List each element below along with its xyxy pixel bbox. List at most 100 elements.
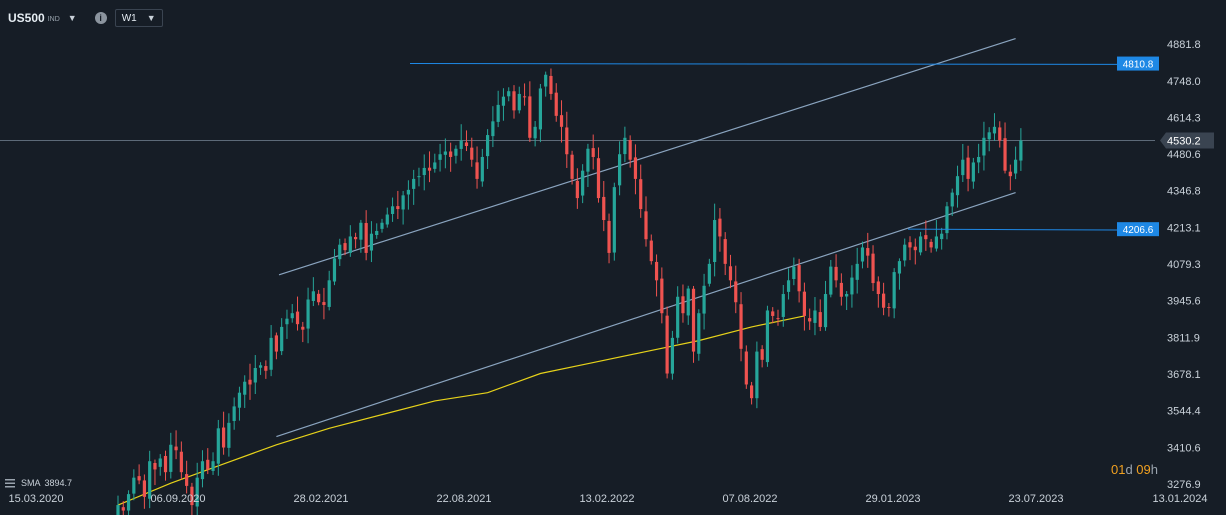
candle[interactable] — [364, 210, 368, 261]
candle[interactable] — [802, 282, 806, 331]
candle[interactable] — [237, 386, 242, 421]
candle[interactable] — [253, 355, 257, 395]
candle[interactable] — [517, 86, 521, 114]
candle[interactable] — [913, 238, 917, 265]
candle[interactable] — [813, 297, 817, 336]
candle[interactable] — [897, 258, 902, 290]
candle[interactable] — [406, 180, 410, 210]
candle[interactable] — [554, 83, 558, 122]
candle[interactable] — [618, 141, 622, 196]
candle[interactable] — [359, 219, 363, 253]
candle[interactable] — [871, 245, 875, 292]
info-icon[interactable]: i — [94, 12, 107, 24]
candle[interactable] — [971, 157, 975, 189]
candle[interactable] — [982, 121, 986, 171]
candle[interactable] — [776, 309, 780, 326]
candle[interactable] — [200, 450, 205, 488]
symbol-name[interactable]: US500 — [8, 11, 45, 25]
candle[interactable] — [966, 145, 970, 192]
candle[interactable] — [1003, 122, 1007, 174]
candle[interactable] — [528, 81, 532, 142]
candle[interactable] — [713, 203, 717, 277]
candle[interactable] — [290, 304, 294, 323]
candle[interactable] — [834, 254, 838, 288]
candle[interactable] — [649, 234, 653, 265]
candle[interactable] — [686, 285, 690, 325]
candle[interactable] — [317, 289, 321, 306]
candle[interactable] — [908, 236, 912, 261]
candle[interactable] — [718, 208, 722, 252]
candle[interactable] — [945, 201, 949, 240]
candle[interactable] — [401, 190, 405, 225]
candle[interactable] — [1019, 128, 1023, 171]
candle[interactable] — [533, 121, 537, 147]
candle[interactable] — [354, 232, 358, 249]
candle[interactable] — [158, 454, 162, 476]
candle[interactable] — [285, 309, 289, 339]
candle[interactable] — [343, 238, 347, 256]
candle[interactable] — [765, 305, 770, 367]
candle[interactable] — [681, 284, 685, 323]
candle[interactable] — [760, 345, 764, 368]
candle[interactable] — [644, 196, 648, 247]
candle[interactable] — [987, 127, 991, 152]
candle[interactable] — [522, 83, 527, 106]
candle[interactable] — [781, 284, 785, 327]
candle[interactable] — [216, 419, 220, 476]
candle[interactable] — [211, 452, 215, 475]
candle[interactable] — [427, 151, 432, 183]
candle[interactable] — [755, 341, 759, 409]
candle[interactable] — [449, 142, 453, 172]
candle[interactable] — [739, 292, 743, 362]
candle[interactable] — [734, 265, 738, 314]
candle[interactable] — [845, 291, 849, 311]
candle[interactable] — [438, 143, 442, 172]
candle[interactable] — [153, 459, 157, 486]
candle[interactable] — [174, 430, 178, 460]
candle[interactable] — [137, 464, 141, 485]
candle[interactable] — [549, 68, 553, 100]
candle[interactable] — [243, 375, 247, 408]
candle[interactable] — [222, 411, 226, 455]
candle[interactable] — [818, 299, 822, 332]
candle[interactable] — [121, 501, 125, 515]
candle[interactable] — [940, 227, 944, 250]
candle[interactable] — [702, 273, 706, 330]
candle[interactable] — [348, 225, 352, 257]
candle[interactable] — [148, 450, 152, 509]
candle[interactable] — [955, 165, 960, 208]
candle[interactable] — [264, 360, 268, 379]
candle[interactable] — [887, 303, 891, 317]
candle[interactable] — [385, 207, 389, 228]
candle[interactable] — [723, 232, 727, 276]
candle[interactable] — [1008, 164, 1012, 191]
candle[interactable] — [950, 188, 954, 216]
candle[interactable] — [882, 282, 886, 316]
candle[interactable] — [903, 238, 907, 267]
candle[interactable] — [839, 273, 843, 306]
candle[interactable] — [744, 345, 748, 389]
candle[interactable] — [654, 254, 659, 297]
candle[interactable] — [623, 126, 627, 163]
candle[interactable] — [512, 85, 516, 119]
candle[interactable] — [998, 121, 1002, 148]
candle[interactable] — [507, 87, 511, 102]
candle[interactable] — [697, 309, 701, 361]
candle[interactable] — [301, 321, 305, 343]
candle[interactable] — [992, 113, 997, 141]
candle[interactable] — [369, 221, 374, 263]
candle[interactable] — [332, 248, 337, 286]
candle[interactable] — [459, 124, 463, 161]
candle[interactable] — [977, 143, 981, 174]
candle[interactable] — [417, 167, 421, 187]
candle[interactable] — [443, 138, 447, 169]
candle[interactable] — [327, 270, 331, 311]
candle[interactable] — [280, 318, 284, 356]
candle[interactable] — [454, 145, 458, 164]
candle[interactable] — [163, 450, 168, 481]
trend-channel-layer[interactable] — [276, 37, 1016, 438]
candle[interactable] — [602, 181, 606, 232]
candle[interactable] — [792, 257, 796, 286]
candle[interactable] — [670, 330, 674, 380]
